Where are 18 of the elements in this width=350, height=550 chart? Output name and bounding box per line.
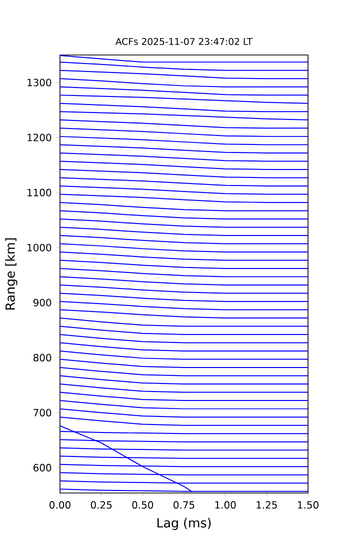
x-tick-label: 0.75 (174, 501, 194, 509)
y-axis-title: Range [km] (5, 238, 18, 310)
x-tick-label: 1.00 (215, 501, 236, 509)
chart-title: ACFs 2025-11-07 23:47:02 LT (115, 38, 253, 45)
y-tick-label: 1200 (28, 134, 52, 142)
y-tick-label: 1100 (28, 188, 52, 196)
y-tick-label: 600 (34, 464, 52, 472)
y-tick-label: 800 (33, 354, 52, 362)
y-tick-label: 700 (34, 408, 52, 416)
x-tick-label: 0.00 (50, 501, 70, 509)
x-tick-label: 0.50 (132, 501, 154, 509)
x-tick-label: 1.50 (298, 501, 318, 509)
y-tick-label: 1300 (28, 78, 52, 86)
x-tick-label: 0.25 (90, 501, 112, 509)
y-tick-label: 1000 (28, 244, 52, 252)
x-tick-label: 1.25 (256, 501, 277, 509)
y-tick-label: 900 (33, 298, 52, 306)
x-axis-title: Lag (ms) (157, 518, 211, 530)
